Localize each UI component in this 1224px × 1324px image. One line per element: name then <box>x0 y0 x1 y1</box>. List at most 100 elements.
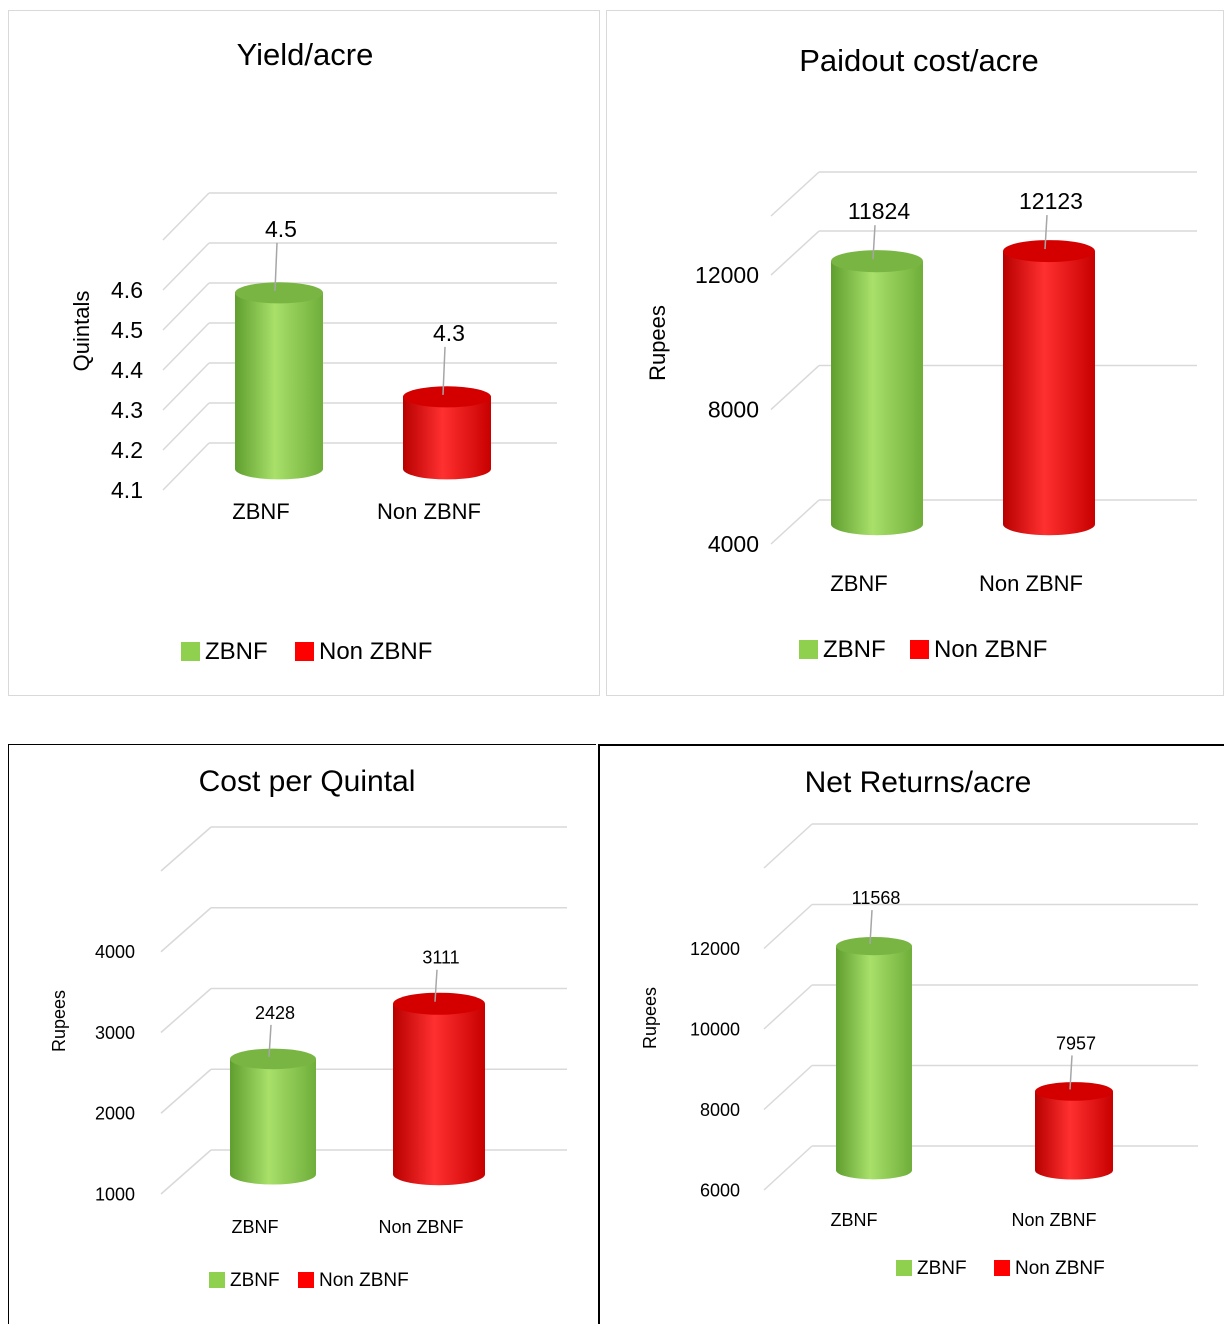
y-tick-label: 10000 <box>690 1019 740 1039</box>
legend-label-non-zbnf: Non ZBNF <box>319 1270 409 1291</box>
y-tick-label: 4.4 <box>111 357 143 383</box>
x-category-label: Non ZBNF <box>377 499 481 524</box>
y-tick-label: 3000 <box>95 1023 135 1043</box>
bar-body <box>235 292 323 480</box>
x-category-label: ZBNF <box>232 499 289 524</box>
legend: ZBNF Non ZBNF <box>181 638 432 665</box>
chart-svg: 4000 8000 12000 Paidout cost/acre Rupees 1182… <box>645 43 1197 663</box>
chart-title: Paidout cost/acre <box>799 43 1039 78</box>
legend-label-zbnf: ZBNF <box>205 638 268 665</box>
gridline-top-side <box>160 826 212 872</box>
gridline-side <box>162 362 210 411</box>
label-leader <box>434 969 438 1002</box>
data-label: 7957 <box>1056 1033 1096 1053</box>
y-tick-label: 2000 <box>95 1104 135 1124</box>
bar-non-zbnf: 7957 <box>1035 1033 1113 1180</box>
x-category-label: ZBNF <box>232 1217 279 1237</box>
gridline-side <box>162 442 210 491</box>
x-category-label: ZBNF <box>831 1210 878 1230</box>
y-tick-label: 4.2 <box>111 437 143 463</box>
y-axis-label: Rupees <box>645 305 670 381</box>
bar-zbnf: 11568 <box>836 888 912 1180</box>
data-label: 11824 <box>848 198 910 224</box>
data-label: 4.5 <box>265 216 297 242</box>
y-tick-label: 4.1 <box>111 477 143 503</box>
y-tick-label: 8000 <box>700 1100 740 1120</box>
gridline-side <box>763 903 813 950</box>
gridline-side <box>763 1145 813 1191</box>
y-axis-label: Rupees <box>49 990 69 1052</box>
gridline-side <box>770 499 820 545</box>
legend-label-zbnf: ZBNF <box>230 1270 280 1291</box>
y-axis-label: Rupees <box>640 987 660 1049</box>
y-tick-label: 4.6 <box>111 277 143 303</box>
legend-swatch-non-zbnf <box>910 640 929 659</box>
bar-body <box>1003 251 1095 536</box>
chart-title: Cost per Quintal <box>199 765 416 798</box>
gridline-side <box>770 230 820 276</box>
legend-label-non-zbnf: Non ZBNF <box>1015 1258 1105 1279</box>
chart-svg: 6000 8000 10000 12000 Net Returns/acre Rupees… <box>640 766 1198 1279</box>
label-leader <box>442 346 446 395</box>
y-tick-label: 12000 <box>690 939 740 959</box>
legend-label-non-zbnf: Non ZBNF <box>934 636 1047 663</box>
chart-yield-per-acre: 4.1 4.2 4.3 4.4 4.5 4.6 Yield/acre Quintals 4.5 Z… <box>8 10 600 696</box>
bar-zbnf: 2428 <box>230 1003 316 1185</box>
bar-body <box>1035 1091 1113 1180</box>
data-label: 12123 <box>1019 188 1083 214</box>
legend-label-zbnf: ZBNF <box>823 636 886 663</box>
chart-net-returns-per-acre: 6000 8000 10000 12000 Net Returns/acre Rupees… <box>598 744 1224 1324</box>
bar-zbnf: 4.5 <box>235 216 323 480</box>
legend-swatch-non-zbnf <box>298 1272 314 1288</box>
gridline-side <box>160 1149 212 1195</box>
legend: ZBNF Non ZBNF <box>209 1270 409 1291</box>
gridline-top-side <box>770 171 820 217</box>
gridlines <box>160 826 567 1195</box>
x-category-label: Non ZBNF <box>979 571 1083 596</box>
label-leader <box>268 1024 272 1057</box>
legend: ZBNF Non ZBNF <box>896 1258 1105 1279</box>
y-tick-label: 4000 <box>95 942 135 962</box>
legend-swatch-zbnf <box>896 1260 912 1276</box>
chart-paidout-cost-per-acre: 4000 8000 12000 Paidout cost/acre Rupees 1182… <box>606 10 1224 696</box>
gridline-side <box>162 282 210 331</box>
chart-cost-per-quintal: 1000 2000 3000 4000 Cost per Quintal Rupees 24… <box>8 744 596 1324</box>
data-label: 11568 <box>852 888 901 908</box>
gridline-side <box>162 322 210 371</box>
bar-body <box>831 261 923 536</box>
gridline-side <box>162 242 210 291</box>
bar-zbnf: 11824 <box>831 198 923 536</box>
data-label: 2428 <box>255 1003 295 1023</box>
y-tick-label: 4.3 <box>111 397 143 423</box>
label-leader <box>869 910 873 945</box>
data-label: 3111 <box>422 948 459 968</box>
chart-svg: 4.1 4.2 4.3 4.4 4.5 4.6 Yield/acre Quintals 4.5 Z… <box>69 37 557 665</box>
y-axis-label: Quintals <box>69 291 94 372</box>
y-tick-label: 4000 <box>708 531 759 557</box>
legend-swatch-zbnf <box>181 642 200 661</box>
gridline-top-side <box>763 823 813 869</box>
bar-body <box>393 1003 485 1186</box>
bar-top <box>393 992 485 1015</box>
bar-body <box>836 946 912 1180</box>
legend: ZBNF Non ZBNF <box>799 636 1047 663</box>
y-tick-label: 8000 <box>708 397 759 423</box>
y-tick-label: 1000 <box>95 1184 135 1204</box>
label-leader <box>274 242 278 291</box>
chart-svg: 1000 2000 3000 4000 Cost per Quintal Rupees 24… <box>49 765 567 1291</box>
bar-body <box>403 396 492 480</box>
bar-non-zbnf: 4.3 <box>403 320 492 480</box>
gridline-side <box>160 987 212 1034</box>
bar-top <box>403 386 491 408</box>
y-tick-label: 12000 <box>695 262 759 288</box>
legend-label-non-zbnf: Non ZBNF <box>319 638 432 665</box>
bar-top <box>235 282 323 304</box>
legend-swatch-non-zbnf <box>295 642 314 661</box>
gridline-side <box>160 1068 212 1114</box>
gridline-side <box>160 907 212 953</box>
x-category-label: ZBNF <box>830 571 887 596</box>
gridlines <box>162 192 557 491</box>
legend-swatch-non-zbnf <box>994 1260 1010 1276</box>
label-leader <box>872 225 876 260</box>
bar-non-zbnf: 12123 <box>1003 188 1095 536</box>
